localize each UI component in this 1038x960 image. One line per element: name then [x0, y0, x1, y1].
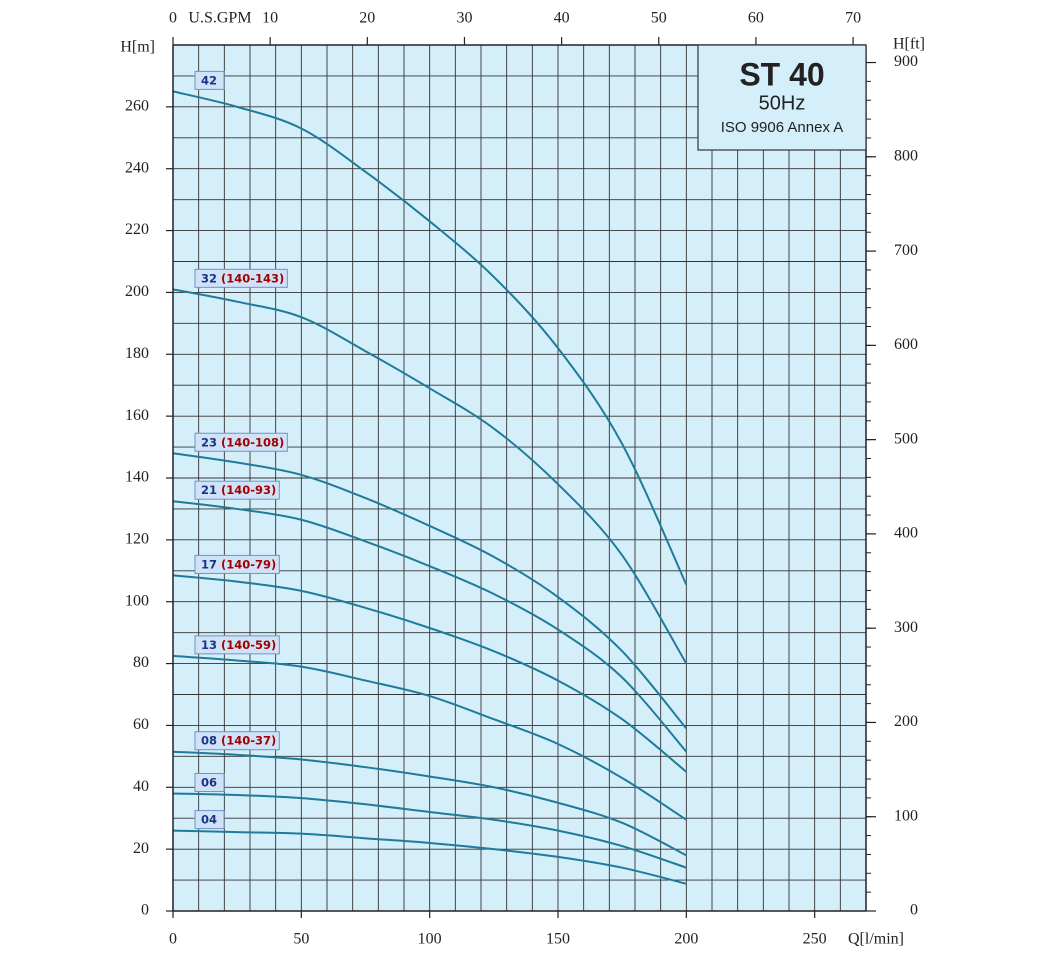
x-tick-label: 100 — [418, 931, 442, 948]
y2-tick-label: 700 — [894, 242, 918, 259]
series-name: 04 — [201, 812, 217, 826]
chart-note: ISO 9906 Annex A — [721, 119, 844, 136]
x2-tick-label: 0 — [169, 10, 177, 27]
series-label-box — [194, 772, 225, 792]
x-tick-label: 150 — [546, 931, 570, 948]
series-name: 08 — [201, 733, 217, 747]
y-tick-label: 220 — [125, 221, 149, 238]
title-box — [697, 44, 867, 151]
curve — [172, 574, 687, 773]
series-label-box — [194, 810, 225, 830]
y2-tick-label: 800 — [894, 147, 918, 164]
y2-tick-label: 200 — [894, 713, 918, 730]
y2-tick-label: 500 — [894, 430, 918, 447]
series-name: 42 — [201, 73, 217, 87]
curve — [172, 792, 687, 869]
y-tick-label: 60 — [133, 716, 149, 733]
series-label: 32 (140-143) — [201, 271, 284, 285]
series-model: (140-108) — [221, 435, 284, 449]
series-label: 13 (140-59) — [201, 637, 276, 651]
curve — [172, 829, 687, 885]
y2-tick-label: 600 — [894, 336, 918, 353]
series-label-box — [194, 480, 280, 500]
curve — [172, 500, 688, 753]
chart-title: ST 40 — [739, 56, 824, 92]
y2-axis-label: H[ft] — [893, 36, 925, 53]
y-tick-label: 0 — [141, 902, 149, 919]
series-label: 23 (140-108) — [201, 435, 284, 449]
curve — [172, 90, 688, 586]
series-model: (140-143) — [221, 271, 284, 285]
series-name: 32 — [201, 271, 217, 285]
x2-tick-label: 40 — [554, 10, 570, 27]
series-model: (140-93) — [221, 483, 276, 497]
y-tick-label: 20 — [133, 840, 149, 857]
series-label-box — [194, 635, 280, 655]
x-axis-label: Q[l/min] — [848, 931, 904, 948]
x2-tick-label: 60 — [748, 10, 764, 27]
series-label-box — [194, 432, 288, 452]
series-label-box — [194, 268, 288, 288]
series-label: 04 — [201, 812, 217, 826]
series-model: (140-37) — [221, 733, 276, 747]
y2-tick-label: 0 — [910, 902, 918, 919]
y2-tick-label: 900 — [894, 53, 918, 70]
series-label: 08 (140-37) — [201, 733, 276, 747]
curve — [172, 288, 688, 665]
series-label: 42 — [201, 73, 217, 87]
series-label-box — [194, 70, 225, 90]
x-tick-label: 0 — [169, 931, 177, 948]
series-label: 17 (140-79) — [201, 557, 276, 571]
y2-tick-label: 100 — [894, 807, 918, 824]
chart-subtitle: 50Hz — [759, 92, 806, 114]
x-tick-label: 250 — [803, 931, 827, 948]
series-name: 13 — [201, 637, 217, 651]
series-name: 21 — [201, 483, 217, 497]
x2-tick-label: 20 — [359, 10, 375, 27]
series-label: 06 — [201, 775, 217, 789]
curve — [172, 750, 687, 857]
x2-tick-label: 70 — [845, 10, 861, 27]
series-label: 21 (140-93) — [201, 483, 276, 497]
series-model: (140-59) — [221, 637, 276, 651]
series-label-box — [194, 731, 280, 751]
y2-tick-label: 300 — [894, 619, 918, 636]
series-model: (140-79) — [221, 557, 276, 571]
y-tick-label: 160 — [125, 407, 149, 424]
y-tick-label: 40 — [133, 778, 149, 795]
x2-tick-label: 10 — [262, 10, 278, 27]
series-name: 06 — [201, 775, 217, 789]
y-tick-label: 180 — [125, 345, 149, 362]
y-tick-label: 120 — [125, 531, 149, 548]
y-axis-label: H[m] — [120, 39, 155, 56]
curve — [172, 452, 688, 730]
y-tick-label: 140 — [125, 469, 149, 486]
curve — [172, 654, 687, 821]
y-tick-label: 80 — [133, 654, 149, 671]
y-tick-label: 200 — [125, 283, 149, 300]
y-tick-label: 240 — [125, 159, 149, 176]
y-tick-label: 100 — [125, 592, 149, 609]
x-tick-label: 50 — [293, 931, 309, 948]
x2-tick-label: 50 — [651, 10, 667, 27]
series-name: 17 — [201, 557, 217, 571]
x2-axis-label: U.S.GPM — [188, 10, 251, 27]
y-tick-label: 260 — [125, 98, 149, 115]
y2-tick-label: 400 — [894, 525, 918, 542]
x-tick-label: 200 — [674, 931, 698, 948]
series-label-box — [194, 554, 280, 574]
x2-tick-label: 30 — [456, 10, 472, 27]
series-name: 23 — [201, 435, 217, 449]
